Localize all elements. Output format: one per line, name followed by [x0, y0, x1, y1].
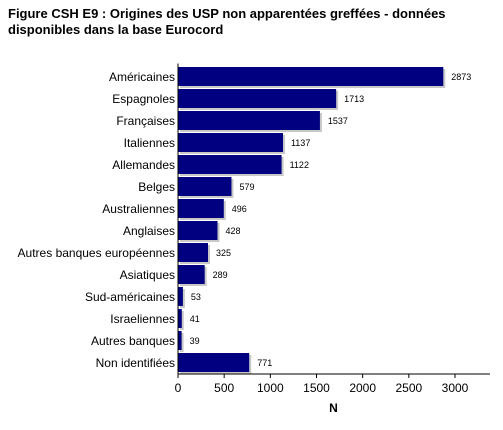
- x-tick-label: 1500: [303, 381, 330, 395]
- bar: [178, 353, 250, 372]
- data-label: 41: [190, 314, 200, 324]
- data-label: 496: [232, 204, 247, 214]
- category-label: Australiennes: [102, 202, 175, 216]
- bar: [178, 309, 182, 328]
- category-label: Américaines: [109, 70, 175, 84]
- category-label: Autres banques: [91, 334, 175, 348]
- data-label: 289: [213, 270, 228, 280]
- x-tick-label: 0: [175, 381, 182, 395]
- bar: [178, 331, 182, 350]
- data-label: 579: [239, 182, 254, 192]
- data-label: 1537: [328, 116, 348, 126]
- bar: [178, 133, 283, 152]
- x-tick-label: 2500: [395, 381, 422, 395]
- data-label: 1137: [291, 138, 310, 148]
- data-label: 325: [216, 248, 231, 258]
- bar: [178, 265, 205, 284]
- data-label: 1713: [344, 94, 364, 104]
- bar: [178, 111, 320, 130]
- bar: [178, 67, 444, 86]
- x-tick-label: 2000: [349, 381, 376, 395]
- data-label: 428: [226, 226, 241, 236]
- data-label: 53: [191, 292, 201, 302]
- category-label: Belges: [138, 180, 175, 194]
- bar: [178, 199, 224, 218]
- bar: [178, 287, 183, 306]
- x-tick-label: 1000: [257, 381, 284, 395]
- category-label: Anglaises: [123, 224, 175, 238]
- x-tick-label: 500: [214, 381, 234, 395]
- bar: [178, 89, 337, 108]
- category-label: Espagnoles: [112, 92, 175, 106]
- chart-title: Figure CSH E9 : Origines des USP non app…: [8, 6, 446, 37]
- category-label: Asiatiques: [120, 268, 175, 282]
- bar: [178, 221, 218, 240]
- bar: [178, 155, 282, 174]
- data-label: 39: [190, 336, 200, 346]
- category-label: Non identifiées: [96, 356, 175, 370]
- category-label: Autres banques européennes: [18, 246, 175, 260]
- category-label: Sud-américaines: [85, 290, 175, 304]
- data-label: 2873: [451, 72, 471, 82]
- bar: [178, 177, 232, 196]
- x-tick-label: 3000: [442, 381, 469, 395]
- category-label: Italiennes: [124, 136, 175, 150]
- x-axis-label: N: [329, 401, 338, 415]
- bar-shadow: [180, 333, 184, 352]
- bar-shadow: [180, 311, 184, 330]
- category-label: Allemandes: [112, 158, 175, 172]
- bar: [178, 243, 209, 262]
- category-label: Françaises: [116, 114, 175, 128]
- data-label: 771: [257, 358, 272, 368]
- data-label: 1122: [290, 160, 309, 170]
- category-label: Israeliennes: [110, 312, 175, 326]
